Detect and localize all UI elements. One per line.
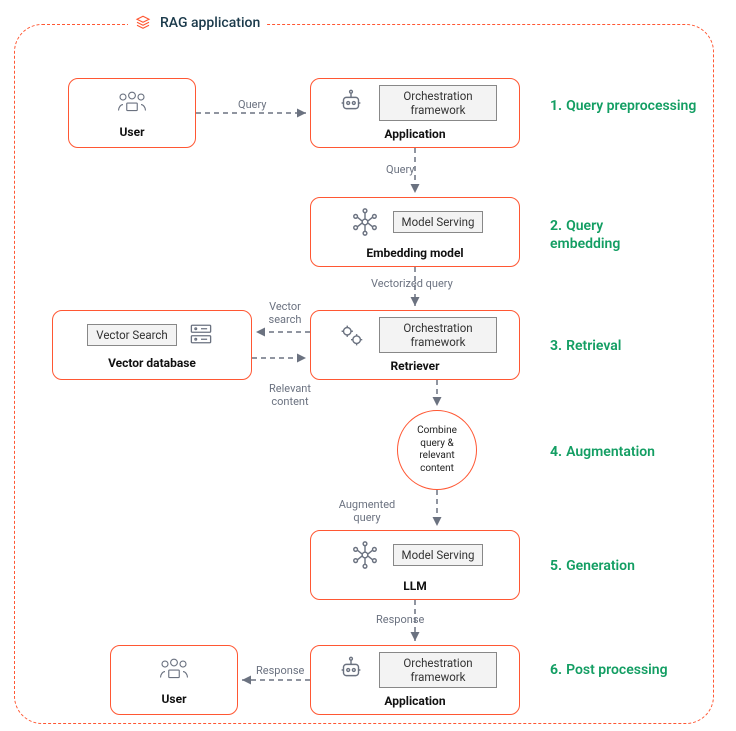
- edge-label-vectorized: Vectorized query: [371, 277, 453, 290]
- badge-vector-search: Vector Search: [87, 324, 176, 346]
- step-2: 2.Query embedding: [550, 218, 670, 253]
- node-label: Application: [384, 127, 445, 141]
- node-user-top: User: [68, 78, 196, 148]
- network-icon: [347, 537, 383, 573]
- gears-icon: [333, 317, 369, 353]
- badge-text: Orchestration framework: [403, 321, 472, 349]
- step-num: 2.: [550, 218, 562, 234]
- step-text: Generation: [566, 558, 635, 574]
- step-text: Retrieval: [566, 338, 621, 354]
- step-num: 3.: [550, 338, 562, 354]
- edge-label-response2: Response: [256, 664, 304, 677]
- edge-label-response1: Response: [376, 613, 424, 626]
- badge-model-serving: Model Serving: [393, 211, 484, 233]
- layers-icon: [134, 14, 152, 32]
- rag-header: RAG application: [128, 14, 266, 32]
- users-icon: [114, 87, 150, 119]
- step-text: Query preprocessing: [566, 98, 696, 114]
- node-label: Vector database: [108, 356, 196, 370]
- step-text: Post processing: [566, 662, 668, 678]
- rag-title: RAG application: [160, 15, 260, 31]
- server-icon: [187, 320, 217, 350]
- network-icon: [347, 204, 383, 240]
- node-retriever: Orchestration framework Retriever: [310, 310, 520, 380]
- node-label: LLM: [403, 579, 427, 593]
- badge-orchestration: Orchestration framework: [379, 317, 497, 353]
- step-4: 4.Augmentation: [550, 444, 655, 462]
- node-label: Application: [384, 694, 445, 708]
- robot-icon: [333, 652, 369, 688]
- node-application-bottom: Orchestration framework Application: [310, 645, 520, 715]
- badge-orchestration: Orchestration framework: [379, 85, 497, 121]
- circle-text: Combine query & relevant content: [404, 425, 470, 475]
- step-num: 5.: [550, 558, 562, 574]
- badge-text: Orchestration framework: [403, 656, 472, 684]
- edge-label-augmented: Augmented query: [332, 498, 402, 524]
- node-augment-circle: Combine query & relevant content: [397, 410, 477, 490]
- step-num: 6.: [550, 662, 562, 678]
- node-label: User: [162, 692, 187, 706]
- node-llm: Model Serving LLM: [310, 530, 520, 600]
- node-label: Retriever: [390, 359, 439, 373]
- badge-model-serving: Model Serving: [393, 544, 484, 566]
- node-label: Embedding model: [366, 246, 463, 260]
- step-num: 4.: [550, 444, 562, 460]
- diagram-canvas: RAG application User Orchestration frame…: [0, 0, 736, 731]
- badge-text: Model Serving: [402, 215, 475, 229]
- users-icon: [156, 654, 192, 686]
- node-vector-database: Vector Search Vector database: [52, 310, 252, 380]
- step-num: 1.: [550, 98, 562, 114]
- badge-text: Orchestration framework: [403, 89, 472, 117]
- edge-label-vector-search: Vector search: [260, 300, 310, 326]
- step-3: 3.Retrieval: [550, 338, 621, 356]
- node-application-top: Orchestration framework Application: [310, 78, 520, 148]
- robot-icon: [333, 85, 369, 121]
- step-text: Augmentation: [566, 444, 655, 460]
- step-6: 6.Post processing: [550, 662, 670, 680]
- node-embedding-model: Model Serving Embedding model: [310, 197, 520, 267]
- badge-text: Vector Search: [96, 328, 167, 342]
- node-label: User: [120, 125, 145, 139]
- edge-label-query2: Query: [386, 163, 415, 176]
- node-user-bottom: User: [110, 645, 238, 715]
- edge-label-relevant: Relevant content: [260, 382, 320, 408]
- badge-orchestration: Orchestration framework: [379, 652, 497, 688]
- step-1: 1.Query preprocessing: [550, 98, 696, 116]
- badge-text: Model Serving: [402, 548, 475, 562]
- edge-label-query1: Query: [238, 98, 267, 111]
- step-5: 5.Generation: [550, 558, 635, 576]
